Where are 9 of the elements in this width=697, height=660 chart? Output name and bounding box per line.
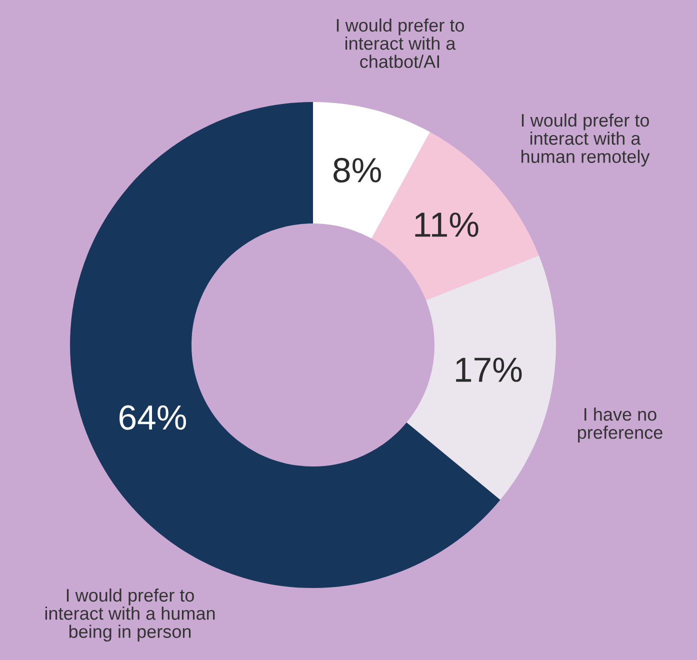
slice-label: I would prefer to interact with a chatbot/AI <box>336 18 464 68</box>
slice-label: I would prefer to interact with a human being in person <box>45 588 215 642</box>
data-label: 8% <box>334 158 381 183</box>
data-label: 17% <box>456 358 522 382</box>
slice-label: I have no preference <box>578 408 662 442</box>
donut-slice <box>406 256 556 500</box>
slice-label: I would prefer to interact with a human remotely <box>522 113 650 167</box>
data-label: 11% <box>415 212 478 237</box>
data-label: 64% <box>120 405 186 430</box>
